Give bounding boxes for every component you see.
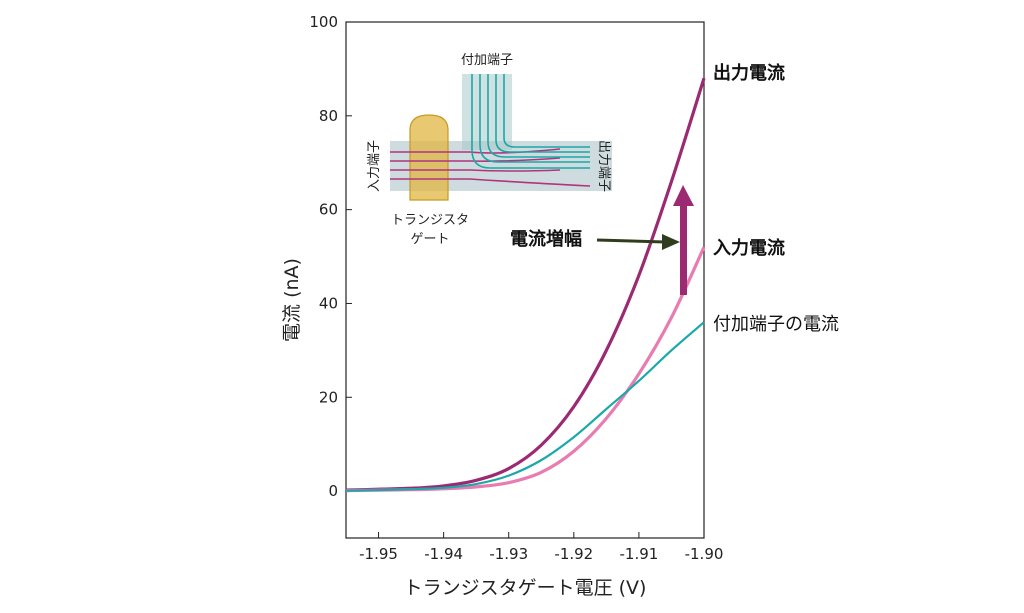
inset-left-terminal: 入力端子 [367,140,382,192]
inset-right-terminal: 出力端子 [596,140,611,192]
x-tick-label: -1.90 [685,545,724,563]
series-line-0 [345,77,706,492]
inset-top-terminal: 付加端子 [461,53,513,68]
x-tick-label: -1.93 [489,545,528,563]
up-arrow [673,185,694,295]
label-input-current: 入力電流 [713,237,785,259]
x-tick-label: -1.92 [554,545,593,563]
y-tick-label: 60 [319,201,338,219]
inset-gate-label-line1: トランジスタ [391,213,469,228]
x-tick-label: -1.94 [424,545,463,563]
x-tick-label: -1.95 [359,545,398,563]
transistor-gate [409,114,449,201]
label-output-current: 出力電流 [713,62,785,84]
amplification-label: 電流増幅 [510,228,582,250]
y-axis-title: 電流 (nA) [281,258,303,342]
series-line-2 [345,321,705,492]
x-axis-title: トランジスタゲート電圧 (V) [404,577,647,599]
y-tick-label: 80 [319,107,338,125]
y-tick-label: 100 [309,13,338,31]
y-tick-label: 0 [328,482,338,500]
y-tick-label: 40 [319,294,338,312]
inset-gate-label-line2: ゲート [410,232,449,247]
amplification-arrow [596,234,680,250]
y-tick-label: 20 [319,388,338,406]
x-tick-label: -1.91 [620,545,659,563]
plot-frame [345,21,705,539]
device-schematic-inset: 付加端子 入力端子 出力端子 トランジスタ ゲート [367,53,612,247]
label-extra-terminal-current: 付加端子の電流 [713,314,839,335]
axis-ticks: -1.95 -1.94 -1.93 -1.92 -1.91 -1.90 0 20 40 60 80 1… [309,13,723,563]
series-lines [345,77,706,493]
